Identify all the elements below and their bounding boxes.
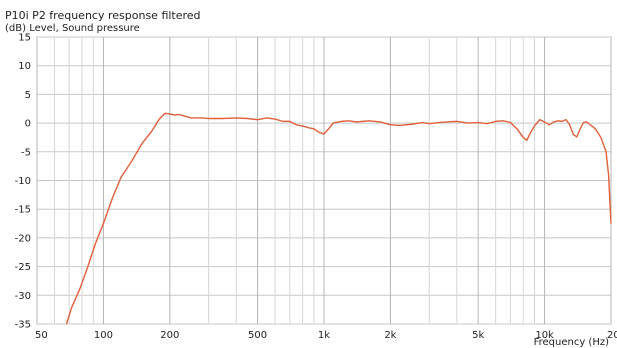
y-tick-label: -25 (15, 262, 31, 273)
y-tick-label: -5 (21, 147, 31, 158)
x-tick-label: 100 (94, 330, 113, 341)
chart-subtitle: (dB) Level, Sound pressure (5, 23, 140, 34)
y-tick-label: -10 (15, 176, 31, 187)
y-tick-label: -30 (15, 291, 31, 302)
x-tick-label: 20 (607, 330, 617, 341)
y-axis-ticks: 15 10 5 0 -5 -10 -15 -20 -25 -30 -35 (15, 33, 31, 331)
x-axis-label: Frequency (Hz) (534, 337, 610, 348)
x-tick-label: 500 (248, 330, 267, 341)
x-tick-label: 50 (35, 330, 48, 341)
x-tick-label: 5k (472, 330, 484, 341)
x-tick-label: 1k (318, 330, 330, 341)
y-tick-label: -15 (15, 205, 31, 216)
y-tick-label: 5 (25, 90, 31, 101)
y-tick-label: 10 (18, 61, 31, 72)
x-tick-label: 2k (384, 330, 396, 341)
series-line (65, 112, 612, 325)
x-tick-label: 200 (160, 330, 179, 341)
x-axis-ticks: 50 100 200 500 1k 2k 5k 10k 20 (35, 330, 617, 341)
series-group (65, 112, 612, 325)
grid-lines (36, 36, 612, 325)
y-tick-label: -35 (15, 320, 31, 331)
x-tick-label: 10k (535, 330, 554, 341)
y-tick-label: -20 (15, 233, 31, 244)
chart-title: P10i P2 frequency response filtered (5, 9, 201, 22)
y-tick-label: 0 (25, 119, 31, 130)
y-tick-label: 15 (18, 33, 31, 44)
